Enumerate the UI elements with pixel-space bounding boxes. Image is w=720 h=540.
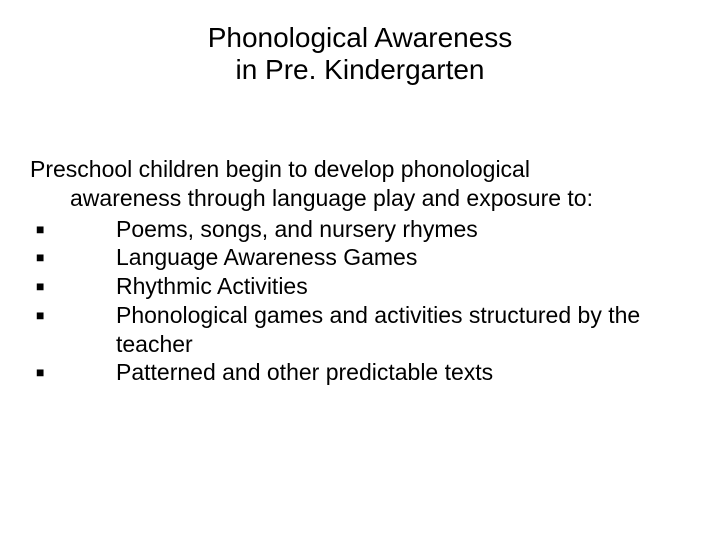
- intro-text: Preschool children begin to develop phon…: [30, 155, 670, 213]
- slide: Phonological Awareness in Pre. Kindergar…: [0, 0, 720, 540]
- intro-line-1: Preschool children begin to develop phon…: [30, 156, 530, 182]
- intro-line-2: awareness through language play and expo…: [30, 184, 670, 213]
- list-item: ■ Patterned and other predictable texts: [30, 358, 670, 387]
- bullet-icon: ■: [30, 272, 116, 300]
- title-line-2: in Pre. Kindergarten: [235, 54, 484, 85]
- bullet-text: Poems, songs, and nursery rhymes: [116, 215, 670, 244]
- bullet-list: ■ Poems, songs, and nursery rhymes ■ Lan…: [30, 215, 670, 388]
- slide-body: Preschool children begin to develop phon…: [30, 155, 670, 387]
- bullet-text: Language Awareness Games: [116, 243, 670, 272]
- bullet-icon: ■: [30, 243, 116, 271]
- bullet-icon: ■: [30, 301, 116, 329]
- list-item: ■ Phonological games and activities stru…: [30, 301, 670, 359]
- bullet-text: Phonological games and activities struct…: [116, 301, 670, 359]
- list-item: ■ Rhythmic Activities: [30, 272, 670, 301]
- bullet-text: Rhythmic Activities: [116, 272, 670, 301]
- slide-title: Phonological Awareness in Pre. Kindergar…: [0, 0, 720, 86]
- list-item: ■ Poems, songs, and nursery rhymes: [30, 215, 670, 244]
- title-line-1: Phonological Awareness: [208, 22, 513, 53]
- bullet-icon: ■: [30, 215, 116, 243]
- bullet-icon: ■: [30, 358, 116, 386]
- bullet-text: Patterned and other predictable texts: [116, 358, 670, 387]
- list-item: ■ Language Awareness Games: [30, 243, 670, 272]
